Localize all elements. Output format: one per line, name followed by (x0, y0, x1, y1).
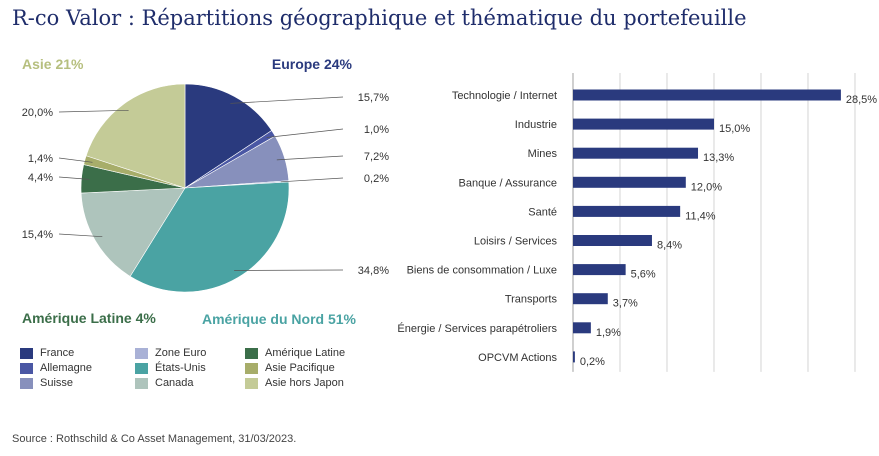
legend-label: Asie Pacifique (265, 362, 335, 374)
bar-value-label-opcvm-actions: 0,2% (580, 356, 605, 368)
legend-item-suisse: Suisse (20, 377, 135, 389)
legend-label: France (40, 347, 75, 359)
pie-leader-line (58, 157, 93, 163)
legend-item-asie-hors-japon: Asie hors Japon (245, 377, 365, 389)
legend-label: Asie hors Japon (265, 377, 344, 389)
legend-swatch (20, 377, 33, 389)
bar-value-label-industrie: 15,0% (719, 123, 750, 135)
bar-category-label-mines: Mines (528, 148, 558, 160)
bar-energie-services-parapetroliers (573, 322, 591, 334)
bar-value-label-technologie-internet: 28,5% (846, 94, 877, 106)
pie-leader-line (276, 155, 344, 161)
bar-value-label-sante: 11,4% (685, 210, 716, 222)
bar-sante (573, 205, 681, 217)
legend-label: États-Unis (155, 362, 206, 374)
legend-item-canada: Canada (135, 377, 245, 389)
pie-slice-france (184, 83, 273, 189)
bar-category-label-transports: Transports (505, 294, 558, 306)
bar-category-label-energie-services-parapetroliers: Énergie / Services parapétroliers (397, 322, 557, 335)
bar-loisirs-services (573, 235, 652, 246)
pie-leader-line (58, 109, 129, 113)
legend-label: Amérique Latine (265, 347, 346, 359)
legend-swatch (135, 362, 148, 374)
bar-transports (573, 293, 608, 305)
legend-swatch (245, 362, 258, 374)
bar-value-label-mines: 13,3% (703, 152, 734, 164)
bar-biens-de-consommation-luxe (573, 264, 626, 276)
pie-leader-line (230, 96, 344, 104)
pie-region-label-europe: Europe 24% (272, 56, 353, 72)
bar-category-label-technologie-internet: Technologie / Internet (452, 90, 557, 102)
pie-legend: France Zone Euro Amérique Latine Allemagne É… (20, 347, 365, 389)
bar-mines (573, 147, 699, 159)
pie-value-label-allemagne: 1,0% (364, 124, 389, 136)
pie-leader-line (58, 176, 90, 180)
page-title: R-co Valor : Répartitions géographique e… (12, 6, 747, 30)
pie-region-label-amerique-latine: Amérique Latine 4% (22, 310, 156, 326)
legend-swatch (245, 347, 258, 359)
pie-slice-canada (80, 187, 186, 277)
pie-slice-asie-hors-japon (85, 83, 186, 189)
pie-region-label-amerique-du-nord: Amérique du Nord 51% (202, 311, 357, 327)
pie-value-label-amerique-latine: 4,4% (28, 172, 53, 184)
legend-swatch (135, 377, 148, 389)
bar-category-label-industrie: Industrie (515, 119, 557, 131)
pie-leader-line (266, 128, 344, 138)
bar-category-label-banque-assurance: Banque / Assurance (459, 177, 557, 189)
bar-category-label-opcvm-actions: OPCVM Actions (478, 352, 557, 364)
legend-item-allemagne: Allemagne (20, 362, 135, 374)
geographic-pie-chart: 15,7% 1,0% 7,2% 0,2% 34,8% 15,4% 4,4% 1,4% 20,0%… (22, 56, 389, 327)
pie-leader-line (280, 177, 344, 183)
pie-region-label-asie: Asie 21% (22, 56, 84, 72)
legend-label: Zone Euro (155, 347, 207, 359)
legend-swatch (20, 347, 33, 359)
bar-industrie (573, 118, 714, 130)
pie-value-label-asie-pacifique: 1,4% (28, 153, 53, 165)
legend-swatch (135, 347, 148, 359)
bar-category-label-biens-de-consommation-luxe: Biens de consommation / Luxe (407, 265, 557, 277)
pie-value-label-canada: 15,4% (22, 229, 53, 241)
legend-item-etats-unis: États-Unis (135, 362, 245, 374)
pie-value-label-zone-euro: 0,2% (364, 173, 389, 185)
legend-swatch (245, 377, 258, 389)
pie-slice-etats-unis (129, 181, 290, 293)
legend-label: Allemagne (40, 362, 92, 374)
bar-value-label-loisirs-services: 8,4% (657, 240, 682, 252)
bar-category-label-sante: Santé (528, 206, 557, 218)
bar-technologie-internet (573, 89, 841, 101)
bar-value-label-transports: 3,7% (613, 298, 638, 310)
legend-swatch (20, 362, 33, 374)
pie-value-label-france: 15,7% (358, 92, 389, 104)
pie-value-label-suisse: 7,2% (364, 151, 389, 163)
source-note: Source : Rothschild & Co Asset Managemen… (12, 433, 297, 445)
thematic-bar-chart: Technologie / Internet 28,5% Industrie 15,0… (397, 73, 877, 372)
bar-category-label-loisirs-services: Loisirs / Services (474, 236, 558, 248)
legend-item-amerique-latine: Amérique Latine (245, 347, 365, 359)
pie-leader-line (58, 233, 103, 238)
legend-item-france: France (20, 347, 135, 359)
pie-value-label-asie-hors-japon: 20,0% (22, 107, 53, 119)
pie-leader-line (234, 269, 344, 271)
bar-value-label-biens-de-consommation-luxe: 5,6% (631, 269, 656, 281)
legend-item-asie-pacifique: Asie Pacifique (245, 362, 365, 374)
pie-value-label-etats-unis: 34,8% (358, 265, 389, 277)
bar-value-label-energie-services-parapetroliers: 1,9% (596, 327, 621, 339)
legend-item-zone-euro: Zone Euro (135, 347, 245, 359)
legend-label: Suisse (40, 377, 74, 389)
bar-opcvm-actions (573, 351, 575, 363)
bar-value-label-banque-assurance: 12,0% (691, 181, 722, 193)
legend-label: Canada (155, 377, 194, 389)
bar-banque-assurance (573, 176, 686, 188)
